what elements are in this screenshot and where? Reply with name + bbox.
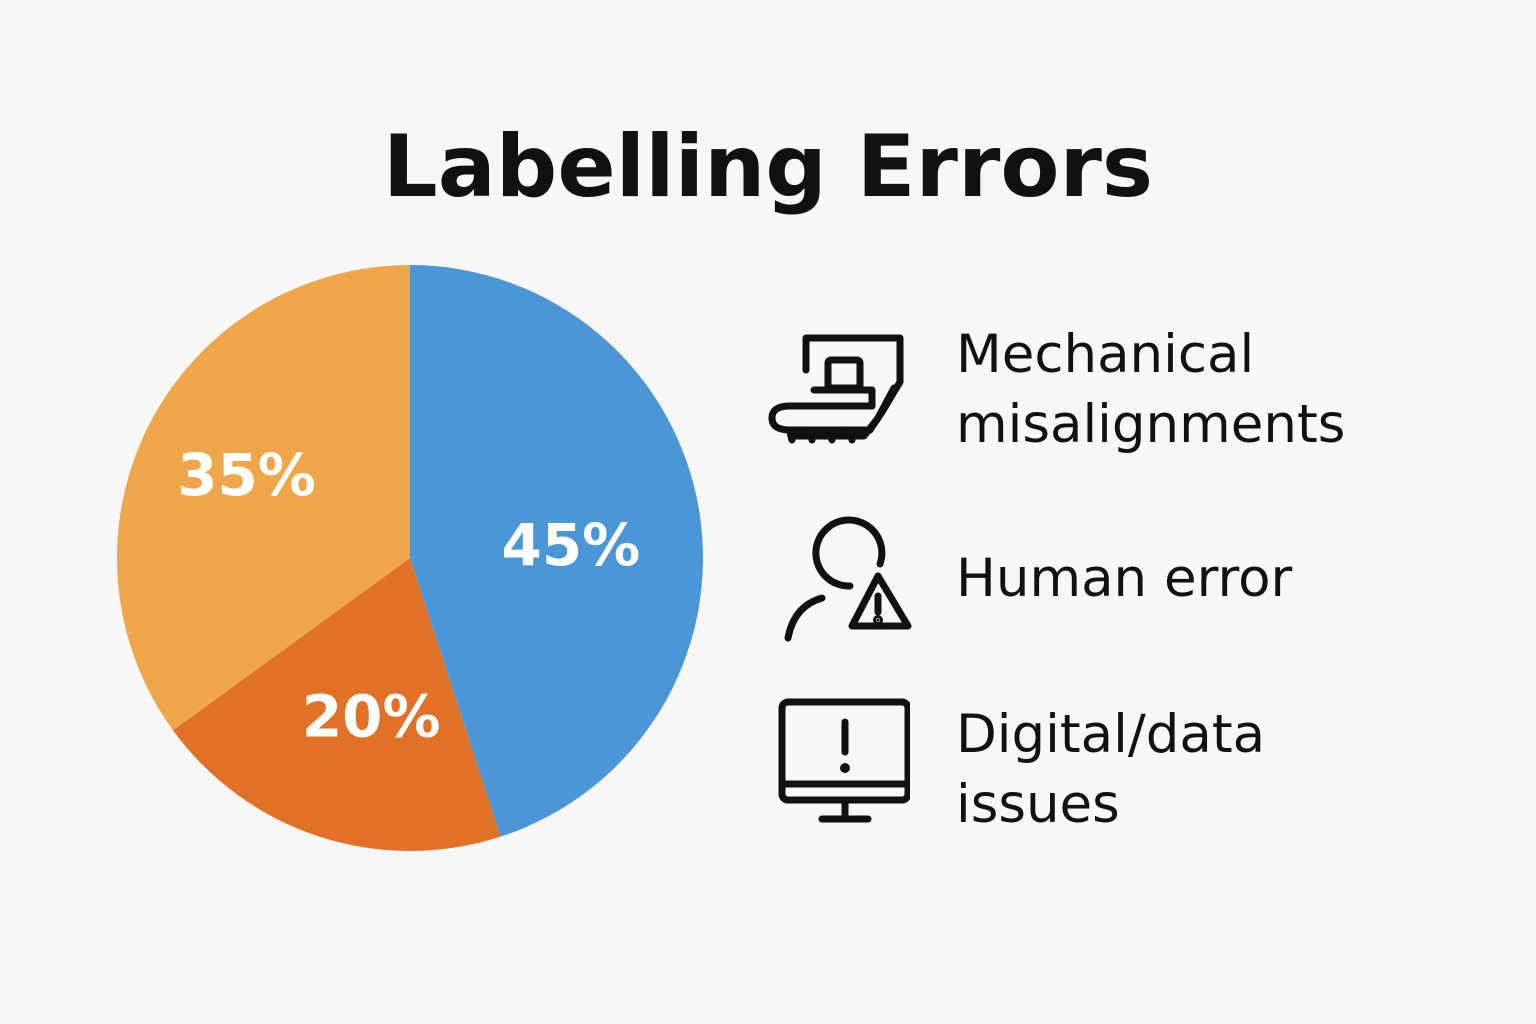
legend-label-human-error: Human error xyxy=(956,548,1293,609)
legend-label-mechanical: Mechanical misalignments xyxy=(956,324,1346,455)
chart-title: Labelling Errors xyxy=(382,117,1154,217)
pie-slice-human-error xyxy=(172,558,501,851)
legend-label-digital: Digital/data issues xyxy=(956,704,1266,835)
legend-item-digital: Digital/data issues xyxy=(760,698,1460,838)
pie-label-human-error: 20% xyxy=(302,683,441,751)
monitor-alert-icon xyxy=(778,698,910,823)
pie-slice-mechanical-misalignments xyxy=(410,265,703,837)
legend-item-mechanical: Mechanical misalignments xyxy=(760,318,1460,468)
person-warning-icon xyxy=(784,516,912,642)
pie-chart: 45% 20% 35% xyxy=(116,265,703,851)
legend-item-human-error: Human error xyxy=(760,512,1460,652)
pie-label-digital-data-issues: 35% xyxy=(177,441,316,509)
pie-slice-digital-data-issues xyxy=(116,265,410,731)
machine-icon xyxy=(768,334,904,444)
pie-label-mechanical-misalignments: 45% xyxy=(501,511,640,579)
